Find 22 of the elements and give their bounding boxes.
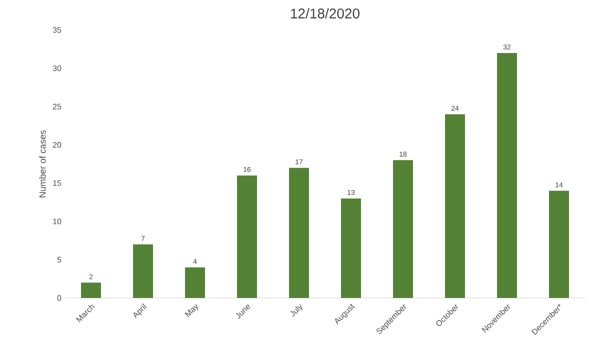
y-tick-label: 20 [52, 142, 62, 148]
x-tick-label: July [290, 304, 302, 316]
bar [289, 168, 310, 298]
y-tick-label: 5 [57, 256, 62, 262]
bar [237, 175, 258, 298]
bar [445, 114, 465, 298]
y-tick-label: 0 [57, 295, 62, 301]
y-tick-label: 15 [53, 180, 62, 186]
bar [185, 267, 206, 298]
bar [497, 52, 517, 298]
bar [549, 190, 569, 298]
bar [81, 282, 102, 298]
bar [133, 244, 154, 298]
y-tick-label: 30 [52, 65, 62, 72]
y-tick-label: 35 [52, 27, 62, 33]
y-tick-label: 25 [52, 104, 62, 110]
x-tick-label: May [184, 304, 198, 318]
bar [341, 198, 361, 298]
y-axis-title: Number of cases [39, 130, 46, 198]
y-tick-label: 10 [53, 218, 62, 224]
bar [393, 160, 414, 298]
chart-title: 12/18/2020 [291, 8, 360, 18]
